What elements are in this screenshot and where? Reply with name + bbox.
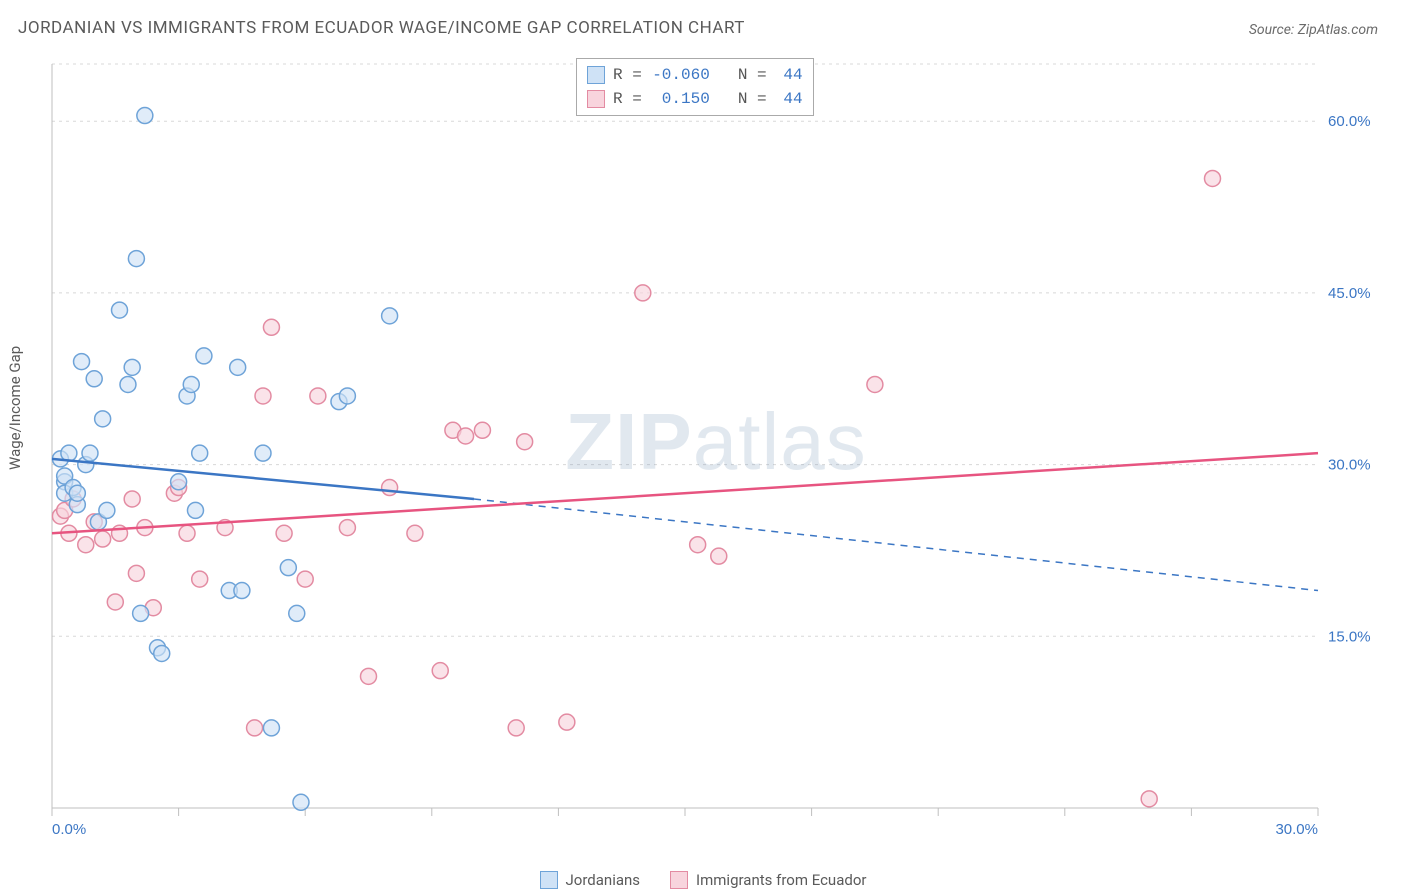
r-value-ecuador: 0.150	[650, 90, 710, 108]
y-axis-label: Wage/Income Gap	[6, 346, 24, 470]
chart-container: JORDANIAN VS IMMIGRANTS FROM ECUADOR WAG…	[0, 0, 1406, 892]
n-value-ecuador: 44	[775, 90, 803, 108]
svg-text:0.0%: 0.0%	[52, 821, 86, 838]
legend-label: Immigrants from Ecuador	[696, 871, 866, 889]
legend-label: Jordanians	[566, 871, 641, 889]
swatch-ecuador-icon	[587, 90, 605, 108]
swatch-jordanians-icon	[587, 66, 605, 84]
legend-item-jordanians: Jordanians	[540, 871, 641, 889]
r-value-jordanians: -0.060	[650, 66, 710, 84]
plot-area: 15.0%30.0%45.0%60.0%0.0%30.0% ZIPatlas R…	[46, 56, 1386, 846]
stats-row: R = 0.150 N = 44	[587, 87, 803, 111]
stats-row: R = -0.060 N = 44	[587, 63, 803, 87]
source-attribution: Source: ZipAtlas.com	[1249, 22, 1378, 38]
r-label: R =	[613, 66, 642, 84]
svg-text:30.0%: 30.0%	[1275, 821, 1318, 838]
svg-text:60.0%: 60.0%	[1328, 113, 1371, 130]
r-label: R =	[613, 90, 642, 108]
legend-item-ecuador: Immigrants from Ecuador	[670, 871, 866, 889]
svg-text:30.0%: 30.0%	[1328, 457, 1371, 474]
n-label: N =	[738, 66, 767, 84]
n-label: N =	[738, 90, 767, 108]
n-value-jordanians: 44	[775, 66, 803, 84]
swatch-jordanians-icon	[540, 871, 558, 889]
scatter-chart: 15.0% 30.0% 45.0% 60.0% 0.0% 30.0%	[46, 56, 1386, 846]
svg-text:45.0%: 45.0%	[1328, 285, 1371, 302]
chart-title: JORDANIAN VS IMMIGRANTS FROM ECUADOR WAG…	[18, 18, 745, 38]
bottom-legend: Jordanians Immigrants from Ecuador	[0, 871, 1406, 889]
swatch-ecuador-icon	[670, 871, 688, 889]
correlation-stats-box: R = -0.060 N = 44 R = 0.150 N = 44	[576, 58, 814, 116]
svg-text:15.0%: 15.0%	[1328, 628, 1371, 645]
